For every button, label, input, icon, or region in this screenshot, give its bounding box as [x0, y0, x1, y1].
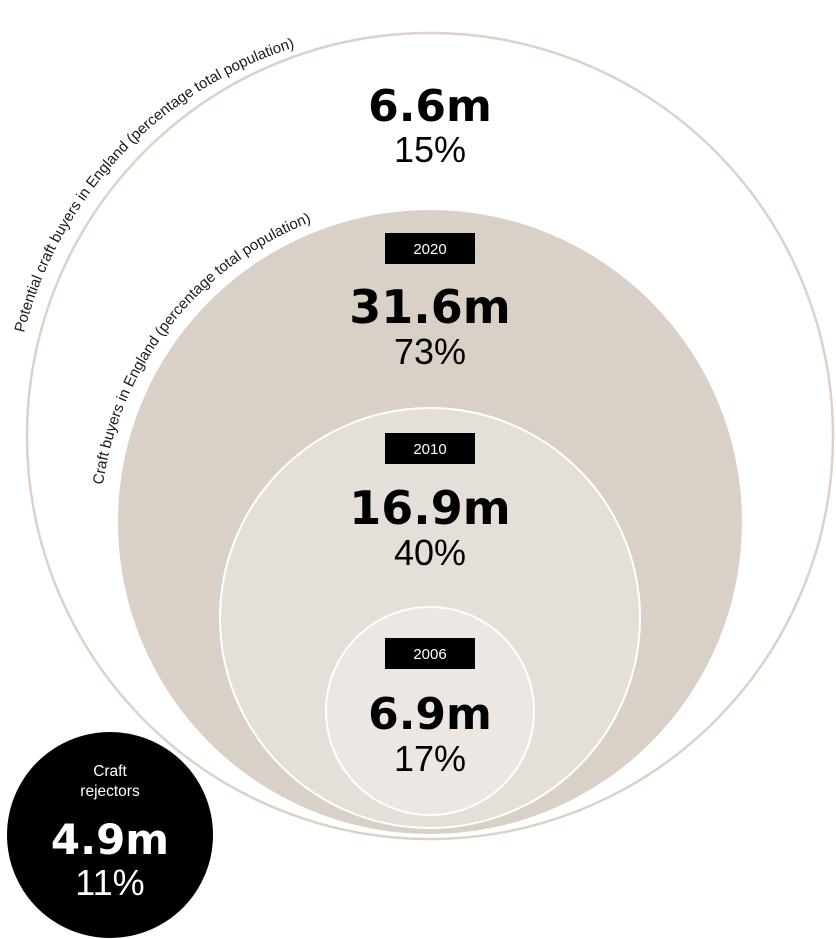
- value-2010: 16.9m: [349, 481, 510, 535]
- rejectors-label-line1: Craft: [93, 763, 127, 780]
- potential-percent: 15%: [394, 129, 466, 170]
- year-label-2020: 2020: [413, 241, 446, 258]
- craft-buyers-2006-circle: [325, 606, 535, 816]
- potential-value: 6.6m: [368, 81, 492, 132]
- rejectors-percent: 11%: [75, 862, 144, 903]
- craft-rejectors-circle: [7, 732, 213, 938]
- year-label-2010: 2010: [413, 441, 446, 458]
- year-badge-2006: [385, 638, 475, 669]
- year-label-2006: 2006: [413, 646, 446, 663]
- percent-2006: 17%: [394, 738, 466, 779]
- year-badge-2020: [385, 233, 475, 264]
- percent-2020: 73%: [394, 331, 466, 372]
- value-2006: 6.9m: [368, 689, 492, 740]
- percent-2010: 40%: [394, 532, 466, 573]
- rejectors-label-line2: rejectors: [80, 783, 140, 800]
- year-badge-2010: [385, 433, 475, 464]
- rejectors-value: 4.9m: [51, 815, 169, 864]
- value-2020: 31.6m: [349, 280, 510, 334]
